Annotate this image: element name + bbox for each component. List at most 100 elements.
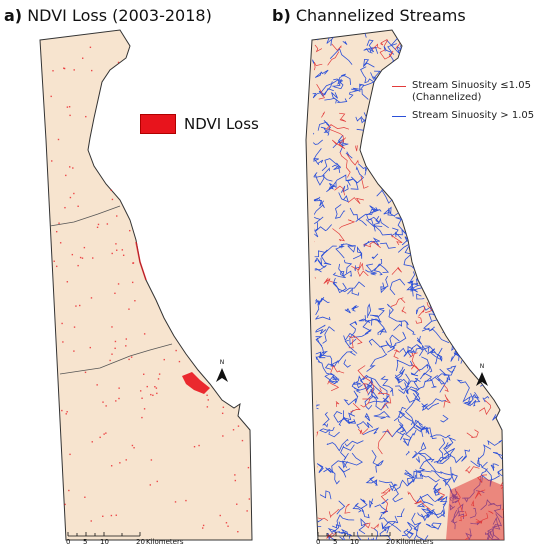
- ndvi-loss-pixel: [134, 300, 136, 302]
- stream-segment: [322, 412, 330, 428]
- stream-segment: [436, 286, 447, 292]
- stream-segment: [405, 386, 418, 395]
- stream-segment: [407, 278, 419, 289]
- stream-segment: [411, 352, 418, 366]
- ndvi-loss-pixel: [232, 429, 235, 431]
- stream-segment: [357, 262, 369, 277]
- stream-segment: [502, 508, 504, 520]
- ndvi-loss-pixel: [141, 397, 143, 399]
- ndvi-loss-pixel: [146, 385, 148, 388]
- stream-segment: [350, 402, 361, 413]
- stream-segment: [392, 182, 399, 192]
- stream-segment: [362, 376, 390, 399]
- stream-segment: [315, 297, 325, 316]
- scale-b-tick-10: 10: [350, 538, 359, 546]
- stream-segment: [322, 326, 335, 344]
- stream-segment: [431, 374, 438, 388]
- ndvi-loss-pixel: [90, 69, 93, 72]
- ndvi-loss-pixel: [105, 432, 107, 434]
- stream-segment: [374, 504, 388, 515]
- stream-segment: [501, 159, 504, 168]
- stream-segment: [371, 449, 384, 473]
- stream-segment: [338, 263, 352, 277]
- stream-segment: [470, 33, 499, 43]
- stream-segment: [417, 452, 443, 474]
- scale-b-tick-5: 5: [333, 538, 338, 546]
- stream-segment: [378, 514, 402, 532]
- stream-segment: [370, 138, 389, 148]
- ndvi-loss-pixel: [71, 253, 74, 256]
- ndvi-loss-pixel: [73, 326, 76, 328]
- ndvi-loss-swatch: [140, 114, 176, 134]
- stream-segment: [338, 192, 349, 203]
- stream-segment: [490, 203, 500, 212]
- stream-segment: [437, 227, 442, 234]
- stream-segment: [371, 119, 393, 127]
- ndvi-loss-pixel: [110, 514, 113, 517]
- stream-segment: [436, 53, 448, 64]
- ndvi-loss-pixel: [64, 206, 66, 209]
- stream-segment: [417, 202, 432, 213]
- stream-segment: [344, 503, 351, 514]
- stream-segment: [455, 238, 490, 259]
- stream-segment: [365, 259, 383, 273]
- stream-segment: [301, 244, 308, 253]
- stream-segment: [472, 203, 481, 217]
- ndvi-loss-pixel: [69, 196, 72, 199]
- stream-segment: [443, 240, 450, 249]
- stream-segment: [380, 493, 388, 513]
- stream-segment: [469, 55, 478, 68]
- stream-segment: [426, 216, 437, 236]
- stream-segment: [333, 410, 346, 423]
- stream-segment: [419, 473, 440, 483]
- stream-segment: [344, 339, 358, 354]
- ndvi-loss-pixel: [129, 229, 131, 232]
- stream-segment: [349, 207, 367, 226]
- ndvi-loss-pixel: [227, 525, 229, 527]
- panel-a-title: a) NDVI Loss (2003-2018): [4, 6, 212, 25]
- ndvi-loss-pixel: [121, 249, 124, 251]
- ndvi-loss-pixel: [221, 412, 224, 415]
- stream-segment: [449, 245, 456, 256]
- stream-segment: [395, 423, 406, 436]
- stream-segment: [501, 412, 504, 426]
- legend-item-channelized: Stream Sinuosity ≤1.05 (Channelized): [392, 80, 534, 104]
- stream-segment: [421, 65, 439, 76]
- ndvi-loss-pixel: [97, 223, 100, 226]
- stream-segment: [351, 262, 364, 271]
- ndvi-loss-pixel: [99, 436, 101, 439]
- stream-segment: [468, 276, 477, 283]
- stream-segment: [312, 216, 324, 232]
- stream-segment: [452, 176, 466, 194]
- stream-segment: [332, 138, 349, 153]
- north-arrow-a: [216, 368, 228, 382]
- stream-segment: [420, 62, 429, 77]
- ndvi-loss-pixel: [118, 387, 120, 389]
- stream-segment: [425, 398, 447, 411]
- stream-segment: [367, 216, 389, 229]
- stream-segment: [364, 412, 371, 422]
- ndvi-loss-coast-strip: [135, 241, 147, 281]
- stream-segment: [379, 49, 394, 60]
- stream-segment: [343, 359, 351, 368]
- stream-segment: [319, 490, 332, 500]
- stream-segment: [368, 338, 388, 354]
- ndvi-loss-pixel: [207, 399, 209, 401]
- stream-segment: [467, 346, 479, 356]
- stream-segment: [430, 434, 451, 439]
- stream-segment: [502, 363, 504, 375]
- ndvi-loss-pixel: [57, 138, 60, 141]
- stream-segment: [440, 466, 458, 483]
- stream-segment: [377, 428, 393, 455]
- panel-a-title-text: NDVI Loss (2003-2018): [27, 6, 212, 25]
- scale-b-unit: Kilometers: [396, 538, 434, 546]
- stream-segment: [429, 219, 442, 233]
- legend-sublabel-channelized: (Channelized): [412, 92, 482, 103]
- stream-segment: [394, 228, 409, 239]
- ndvi-loss-pixel: [155, 387, 158, 389]
- stream-segment: [417, 244, 428, 263]
- stream-segment: [492, 176, 504, 189]
- stream-segment: [383, 206, 399, 217]
- ndvi-loss-pixel: [234, 479, 237, 482]
- stream-segment: [346, 153, 359, 166]
